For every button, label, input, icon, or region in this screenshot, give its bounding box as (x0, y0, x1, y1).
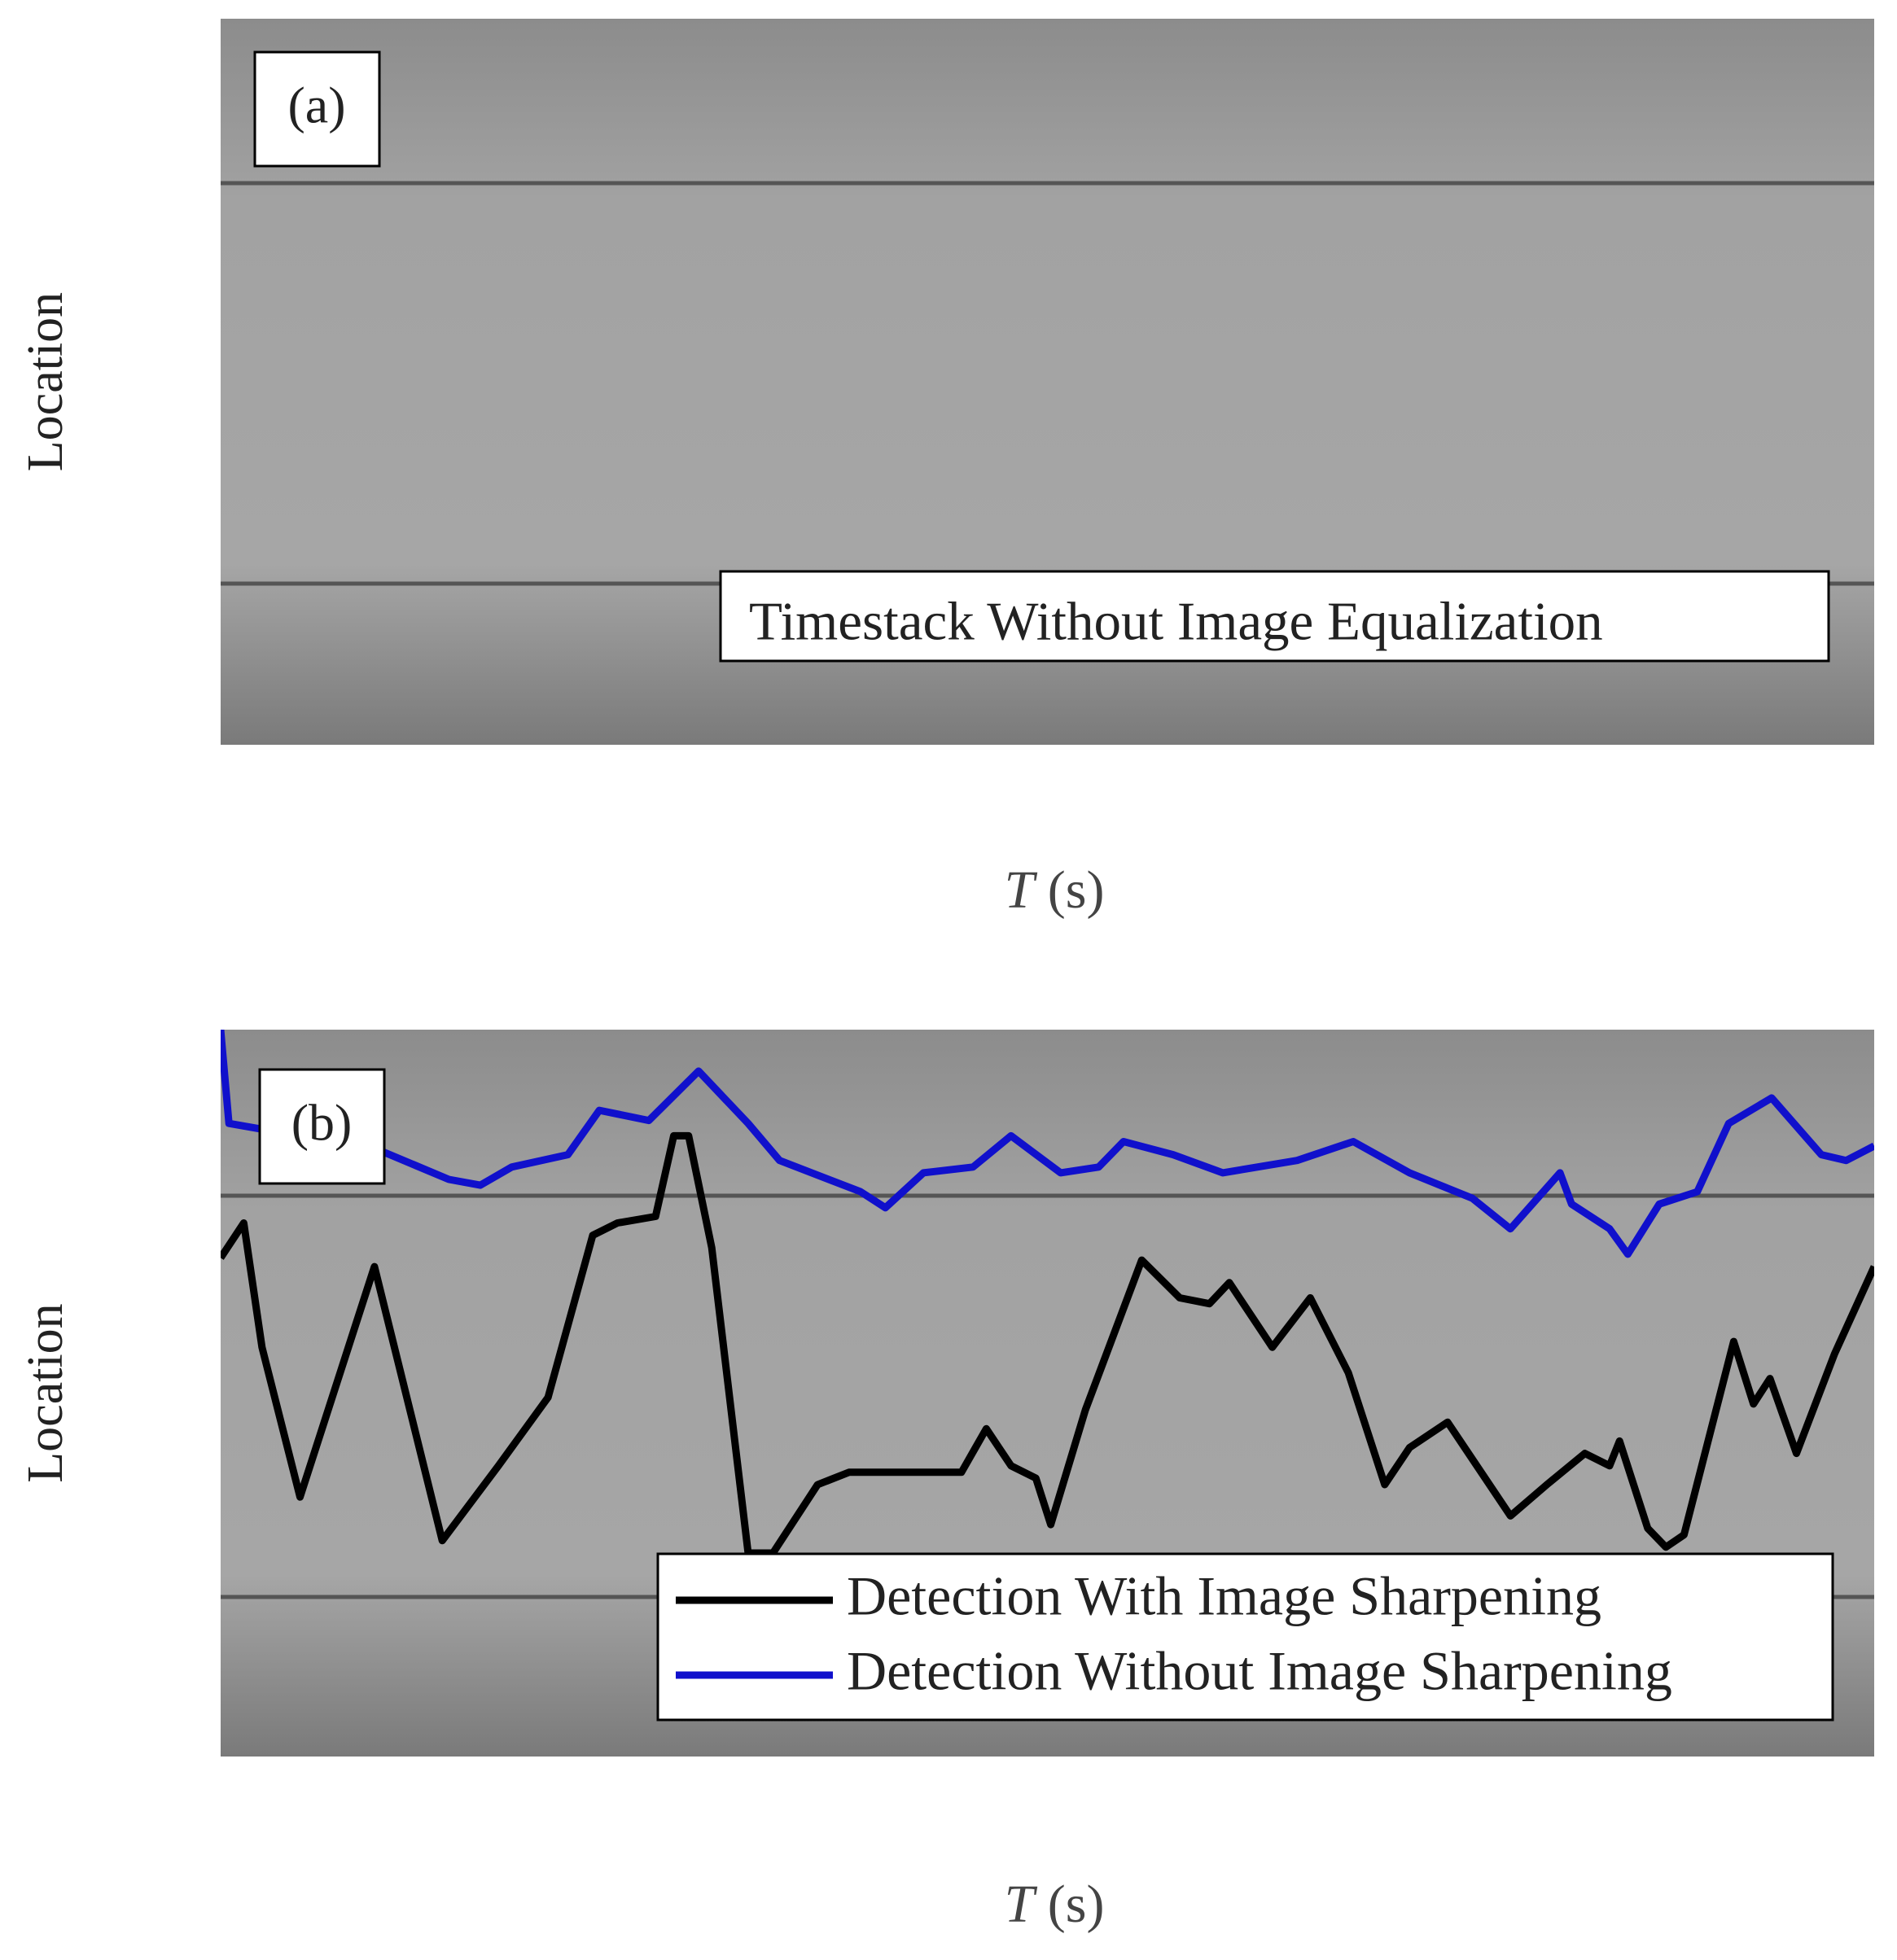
panel-label: (b) (291, 1094, 353, 1152)
legend-label: Detection Without Image Sharpening (847, 1640, 1672, 1702)
panel-label: (a) (287, 77, 345, 134)
legend-label: Detection With Image Sharpening (847, 1565, 1601, 1627)
detection-line (221, 1131, 1874, 1557)
legend-box (656, 1552, 1834, 1722)
detection-line (221, 1030, 1874, 1258)
x-axis-label: T (s) (1004, 1875, 1105, 1934)
x-axis-label: T (s) (1004, 860, 1105, 920)
plot-area (221, 1030, 1874, 1557)
y-axis-label: Location (18, 1303, 73, 1482)
y-axis-label: Location (18, 292, 73, 471)
panel-label-box (253, 50, 381, 168)
panel-label-box (258, 1068, 386, 1185)
annotation: Timestack Without Image Equalization (749, 591, 1603, 651)
annotation-box (719, 570, 1830, 663)
